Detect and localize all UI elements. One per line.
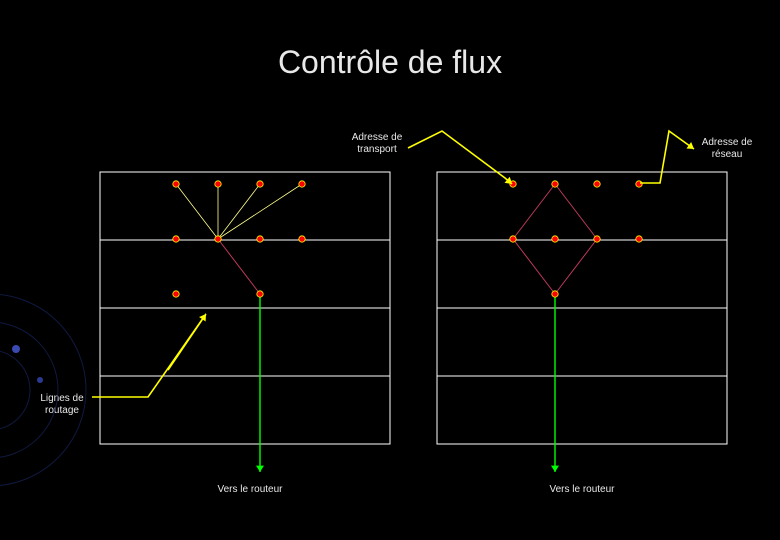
diagram-canvas xyxy=(0,0,780,540)
